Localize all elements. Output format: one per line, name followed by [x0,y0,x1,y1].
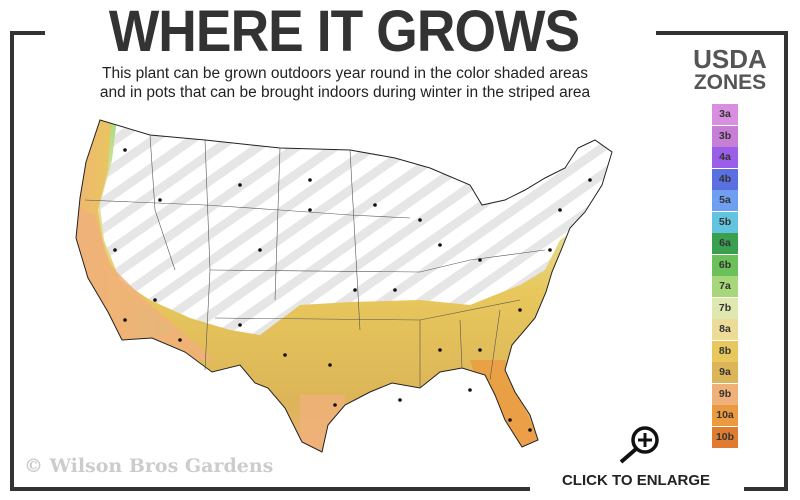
frame-top-right [656,31,788,35]
legend-zone-5b: 5b [712,211,738,233]
legend-zone-6b: 6b [712,254,738,276]
zoom-in-magnifier-icon[interactable] [612,424,664,466]
zone-legend: 3a 3b 4a 4b 5a 5b 6a 6b 7a 7b 8a 8b 9a 9b 10a 10b [712,104,738,448]
click-to-enlarge-button[interactable]: CLICK TO ENLARGE [561,472,711,489]
legend-zone-9a: 9a [712,362,738,383]
legend-zone-7a: 7a [712,276,738,297]
legend-zone-10a: 10a [712,405,738,426]
frame-right [784,31,788,491]
subtitle-line-2: and in pots that can be brought indoors … [99,84,591,101]
legend-zone-3a: 3a [712,104,738,125]
frame-top-left [10,31,45,35]
city-dots [113,148,592,432]
state-borders [84,134,546,388]
legend-zone-10b: 10b [712,426,738,448]
legend-zone-9b: 9b [712,383,738,405]
legend-zone-8a: 8a [712,319,738,340]
legend-title-line-2: ZONES [693,71,767,94]
subtitle: This plant can be grown outdoors year ro… [40,64,650,102]
legend-title-line-1: USDA [693,44,767,74]
copyright-watermark: © Wilson Bros Gardens [24,455,274,477]
frame-bottom-right [744,487,788,491]
legend-zone-5a: 5a [712,190,738,211]
legend-zone-6a: 6a [712,233,738,254]
legend-zone-8b: 8b [712,340,738,362]
frame-bottom-left [10,487,530,491]
subtitle-line-1: This plant can be grown outdoors year ro… [102,65,588,82]
legend-zone-7b: 7b [712,297,738,319]
frame-left [10,31,14,491]
legend-zone-4a: 4a [712,147,738,168]
legend-zone-3b: 3b [712,125,738,147]
legend-zone-4b: 4b [712,168,738,190]
legend-title: USDA ZONES [676,46,784,94]
page-title: WHERE IT GROWS [108,0,580,64]
